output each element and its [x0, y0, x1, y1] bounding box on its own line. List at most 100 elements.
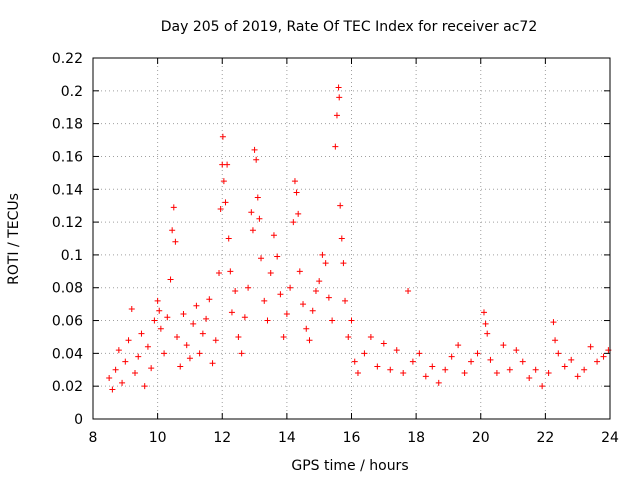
data-point: [468, 358, 475, 365]
data-point: [125, 337, 132, 344]
data-point: [337, 202, 344, 209]
data-point: [122, 358, 129, 365]
data-point: [568, 356, 575, 363]
y-tick-label: 0.12: [52, 215, 83, 231]
y-tick-label: 0.04: [52, 346, 83, 362]
data-point: [519, 358, 526, 365]
x-tick-label: 14: [278, 430, 296, 446]
data-point: [206, 296, 213, 303]
data-point: [482, 320, 489, 327]
data-point: [333, 112, 340, 119]
data-point: [172, 238, 179, 245]
data-point: [448, 353, 455, 360]
data-point: [144, 343, 151, 350]
data-point: [245, 284, 252, 291]
x-axis-label: GPS time / hours: [291, 458, 408, 474]
data-point: [312, 288, 319, 295]
x-tick-label: 22: [536, 430, 554, 446]
data-point: [274, 253, 281, 260]
data-point: [474, 350, 481, 357]
data-point: [283, 310, 290, 317]
data-point: [374, 363, 381, 370]
data-point: [429, 363, 436, 370]
y-tick-label: 0.02: [52, 379, 83, 395]
data-point: [316, 278, 323, 285]
x-tick-label: 18: [407, 430, 425, 446]
data-point: [405, 288, 412, 295]
data-point: [600, 353, 607, 360]
data-point: [212, 337, 219, 344]
data-point: [138, 330, 145, 337]
data-point: [484, 330, 491, 337]
data-point: [587, 343, 594, 350]
data-point: [336, 94, 343, 101]
axis-ticks: [92, 57, 611, 420]
data-point: [574, 373, 581, 380]
data-point: [249, 227, 256, 234]
data-point: [227, 268, 234, 275]
data-point: [228, 309, 235, 316]
data-point: [342, 297, 349, 304]
data-point: [174, 333, 181, 340]
data-point: [199, 330, 206, 337]
data-point: [254, 194, 261, 201]
data-point: [253, 156, 260, 163]
data-point: [493, 370, 500, 377]
data-point: [238, 350, 245, 357]
x-tick-label: 12: [213, 430, 231, 446]
data-point: [561, 363, 568, 370]
y-tick-label: 0.22: [52, 51, 83, 67]
data-point: [461, 370, 468, 377]
data-point: [193, 302, 200, 309]
x-tick-label: 20: [472, 430, 490, 446]
data-point: [151, 317, 158, 324]
data-point: [196, 350, 203, 357]
data-point: [442, 366, 449, 373]
data-point: [156, 307, 163, 314]
data-point: [550, 319, 557, 326]
data-point: [267, 269, 274, 276]
data-point: [303, 325, 310, 332]
data-point: [345, 333, 352, 340]
data-point: [322, 260, 329, 267]
data-point: [340, 260, 347, 267]
data-point: [409, 358, 416, 365]
data-point: [164, 314, 171, 321]
data-point: [190, 320, 197, 327]
data-point: [351, 358, 358, 365]
x-tick-label: 10: [149, 430, 167, 446]
data-points: [106, 84, 612, 393]
data-point: [270, 232, 277, 239]
data-point: [209, 360, 216, 367]
data-point: [296, 268, 303, 275]
y-tick-label: 0.08: [52, 281, 83, 297]
data-point: [552, 337, 559, 344]
data-point: [325, 294, 332, 301]
data-point: [112, 366, 119, 373]
data-point: [180, 310, 187, 317]
y-tick-label: 0.18: [52, 117, 83, 133]
data-point: [109, 386, 116, 393]
data-point: [261, 297, 268, 304]
data-point: [277, 291, 284, 298]
data-point: [148, 365, 155, 372]
data-point: [487, 356, 494, 363]
y-tick-label: 0.1: [61, 248, 83, 264]
data-point: [170, 204, 177, 211]
data-point: [513, 347, 520, 354]
data-point: [480, 309, 487, 316]
data-point: [287, 284, 294, 291]
data-point: [216, 269, 223, 276]
data-point: [232, 288, 239, 295]
data-point: [217, 205, 224, 212]
data-point: [235, 333, 242, 340]
data-point: [380, 340, 387, 347]
data-point: [157, 325, 164, 332]
y-tick-label: 0.14: [52, 182, 83, 198]
data-point: [135, 353, 142, 360]
data-point: [132, 370, 139, 377]
data-point: [115, 347, 122, 354]
x-tick-label: 16: [343, 430, 361, 446]
y-tick-label: 0: [74, 412, 83, 428]
